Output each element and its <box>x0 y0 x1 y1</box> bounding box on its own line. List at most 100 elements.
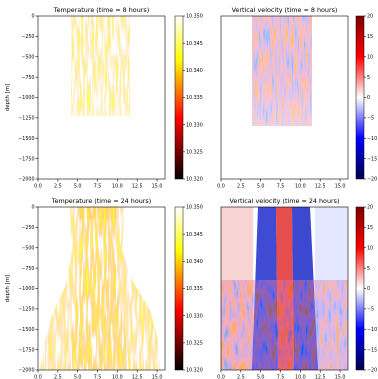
y-tick-label: −250 <box>21 225 34 231</box>
colorbar-tick-label: 20 <box>367 14 373 20</box>
x-tick-label: 12.5 <box>132 184 143 190</box>
x-tick-label: 7.5 <box>94 184 102 190</box>
colorbar-tick-label: 0 <box>367 95 370 101</box>
panel-title: Temperature (time = 24 hours) <box>51 197 151 205</box>
x-tick-label: 5.0 <box>257 184 265 190</box>
x-tick-label: 15.0 <box>335 375 346 379</box>
x-tick-label: 12.5 <box>132 375 143 379</box>
x-tick-label: 7.5 <box>277 375 285 379</box>
y-tick-label: −1000 <box>18 95 34 101</box>
panel-title: Vertical velocity (time = 24 hours) <box>230 197 340 205</box>
colorbar: 20 15 10 5 0 −5 −10 −15 −20 <box>355 14 377 183</box>
y-ticks: 0 −250 −500 −750 −1000 −1250 −1500 −1750 −2000 <box>18 14 38 183</box>
colorbar-tick-label: −5 <box>367 307 374 313</box>
axes-frame <box>220 206 349 371</box>
colorbar-tick-label: 10 <box>367 245 373 251</box>
colorbar: 20 15 10 5 0 −5 −10 −15 −20 <box>355 205 377 374</box>
colorbar-tick-label: −10 <box>367 136 377 142</box>
colorbar-tick-label: 10.325 <box>186 150 203 156</box>
colorbar-gradient <box>355 206 365 371</box>
x-tick-label: 12.5 <box>315 184 326 190</box>
y-tick-label: −1250 <box>18 116 34 122</box>
x-tick-label: 10.0 <box>295 184 306 190</box>
colorbar-tick-label: 10 <box>367 54 373 60</box>
colorbar-tick-label: 15 <box>367 225 373 231</box>
y-ticks: 0 −250 −500 −750 −1000 −1250 −1500 −1750 −2000 <box>18 205 38 374</box>
y-tick-label: 0 <box>31 205 34 211</box>
colorbar-tick-label: −20 <box>367 177 377 183</box>
y-tick-label: −500 <box>21 245 34 251</box>
y-tick-label: 0 <box>31 14 34 20</box>
y-tick-label: −1250 <box>18 307 34 313</box>
y-axis-label: depth [m] <box>5 275 11 302</box>
colorbar-tick-label: −15 <box>367 347 377 353</box>
colorbar-tick-label: −10 <box>367 327 377 333</box>
colorbar-tick-label: 5 <box>367 266 370 272</box>
x-tick-label: 12.5 <box>315 375 326 379</box>
y-tick-label: −1500 <box>18 327 34 333</box>
colorbar-tick-label: −5 <box>367 116 374 122</box>
colorbar-gradient <box>174 206 184 371</box>
x-tick-label: 0.0 <box>217 184 225 190</box>
colorbar-tick-label: 10.335 <box>186 286 203 292</box>
colorbar-gradient <box>174 15 184 180</box>
colorbar-tick-label: 10.345 <box>186 41 203 47</box>
x-ticks: 0.0 2.5 5.0 7.5 10.0 12.5 15.0 <box>217 370 345 379</box>
colorbar-tick-label: 20 <box>367 205 373 211</box>
x-tick-label: 2.5 <box>54 375 62 379</box>
y-tick-label: −2000 <box>18 177 34 183</box>
x-tick-label: 5.0 <box>74 375 82 379</box>
panel-velocity-24h: Vertical velocity (time = 24 hours) 0.0 2… <box>217 197 377 379</box>
colorbar-gradient <box>355 15 365 180</box>
colorbar-tick-label: −15 <box>367 156 377 162</box>
x-tick-label: 0.0 <box>217 375 225 379</box>
colorbar-tick-label: 10.350 <box>186 205 203 211</box>
colorbar-tick-label: 10.325 <box>186 341 203 347</box>
panel-velocity-8h: Vertical velocity (time = 8 hours) 0.0 2.… <box>217 6 377 190</box>
panel-title: Vertical velocity (time = 8 hours) <box>232 6 338 14</box>
velocity-turbulence <box>221 280 348 370</box>
y-tick-label: −1750 <box>18 156 34 162</box>
x-ticks: 0.0 2.5 5.0 7.5 10.0 12.5 15.0 <box>34 179 162 190</box>
y-tick-label: −250 <box>21 34 34 40</box>
x-tick-label: 10.0 <box>112 184 123 190</box>
velocity-plume-field <box>252 16 312 126</box>
colorbar-tick-label: 5 <box>367 75 370 81</box>
panel-temperature-24h: Temperature (time = 24 hours) depth [m] … <box>5 197 203 379</box>
x-tick-label: 2.5 <box>54 184 62 190</box>
colorbar: 10.350 10.345 10.340 10.335 10.330 10.325 10.3… <box>174 205 203 374</box>
x-tick-label: 10.0 <box>112 375 123 379</box>
x-tick-label: 15.0 <box>152 184 163 190</box>
y-tick-label: −750 <box>21 75 34 81</box>
x-tick-label: 2.5 <box>237 184 245 190</box>
x-tick-label: 7.5 <box>94 375 102 379</box>
x-tick-label: 2.5 <box>237 375 245 379</box>
colorbar-tick-label: 10.330 <box>186 122 203 128</box>
temperature-cold-cap <box>80 207 116 219</box>
colorbar-tick-label: 10.350 <box>186 14 203 20</box>
panel-title: Temperature (time = 8 hours) <box>53 6 149 14</box>
colorbar: 10.350 10.345 10.340 10.335 10.330 10.325 10.3… <box>174 14 203 183</box>
colorbar-tick-label: 10.335 <box>186 95 203 101</box>
x-ticks: 0.0 2.5 5.0 7.5 10.0 12.5 15.0 <box>34 370 162 379</box>
x-tick-label: 15.0 <box>335 184 346 190</box>
colorbar-tick-label: 10.340 <box>186 68 203 74</box>
temperature-plume-core <box>70 207 128 370</box>
colorbar-tick-label: 10.340 <box>186 259 203 265</box>
y-tick-label: −1000 <box>18 286 34 292</box>
x-tick-label: 5.0 <box>74 184 82 190</box>
x-tick-label: 0.0 <box>34 184 42 190</box>
colorbar-tick-label: 10.345 <box>186 232 203 238</box>
colorbar-tick-label: 0 <box>367 286 370 292</box>
panel-temperature-8h: Temperature (time = 8 hours) depth [m] 0… <box>5 6 203 190</box>
colorbar-tick-label: −20 <box>367 368 377 374</box>
colorbar-tick-label: 15 <box>367 34 373 40</box>
y-tick-label: −1500 <box>18 136 34 142</box>
y-axis-label: depth [m] <box>5 84 11 111</box>
colorbar-tick-label: 10.320 <box>186 177 203 183</box>
y-tick-label: −1750 <box>18 347 34 353</box>
temperature-plume-field <box>71 16 130 116</box>
x-tick-label: 10.0 <box>295 375 306 379</box>
y-tick-label: −500 <box>21 54 34 60</box>
